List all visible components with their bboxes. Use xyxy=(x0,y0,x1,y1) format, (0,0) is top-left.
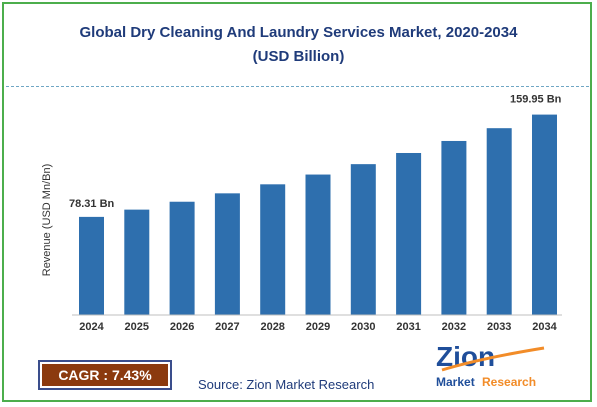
chart-title-line1: Global Dry Cleaning And Laundry Services… xyxy=(79,24,518,41)
bar-2030 xyxy=(350,164,376,315)
bar-2024 xyxy=(79,216,104,315)
data-label-last: 159.95 Bn xyxy=(510,94,562,106)
chart-title-line2: (USD Billion) xyxy=(252,48,345,65)
x-tick-2029: 2029 xyxy=(306,321,330,333)
cagr-badge: CAGR : 7.43% xyxy=(38,360,172,390)
logo-research: Research xyxy=(482,375,536,389)
logo-swoosh-icon xyxy=(441,346,545,372)
x-tick-2024: 2024 xyxy=(79,321,104,333)
bar-2033 xyxy=(486,128,512,315)
bar-2031 xyxy=(396,152,422,315)
bar-2027 xyxy=(214,193,240,315)
x-tick-labels: 2024 2025 2026 2027 2028 2029 2030 2031 2032 2033… xyxy=(79,321,557,333)
x-tick-2027: 2027 xyxy=(215,321,239,333)
bar-2025 xyxy=(124,209,150,315)
bar-2028 xyxy=(260,184,286,315)
logo-word: Zion xyxy=(436,341,495,372)
bar-2026 xyxy=(169,201,195,315)
y-axis-label: Revenue (USD Mn/Bn) xyxy=(41,164,53,277)
x-tick-2026: 2026 xyxy=(170,321,194,333)
x-tick-2030: 2030 xyxy=(351,321,375,333)
cagr-label: CAGR : 7.43% xyxy=(42,364,168,386)
bar-2032 xyxy=(441,140,467,315)
x-tick-2032: 2032 xyxy=(442,321,466,333)
zion-logo: Zion Market Research xyxy=(436,341,545,389)
bar-2029 xyxy=(305,174,331,315)
x-tick-2034: 2034 xyxy=(532,321,557,333)
x-tick-2028: 2028 xyxy=(260,321,284,333)
logo-market: Market xyxy=(436,375,475,389)
x-tick-2031: 2031 xyxy=(396,321,420,333)
source-note: Source: Zion Market Research xyxy=(198,377,375,392)
bars-group xyxy=(79,114,557,315)
x-tick-2033: 2033 xyxy=(487,321,511,333)
bar-2034 xyxy=(532,114,557,315)
x-tick-2025: 2025 xyxy=(125,321,149,333)
title-divider xyxy=(6,86,589,87)
data-label-first: 78.31 Bn xyxy=(69,198,115,210)
